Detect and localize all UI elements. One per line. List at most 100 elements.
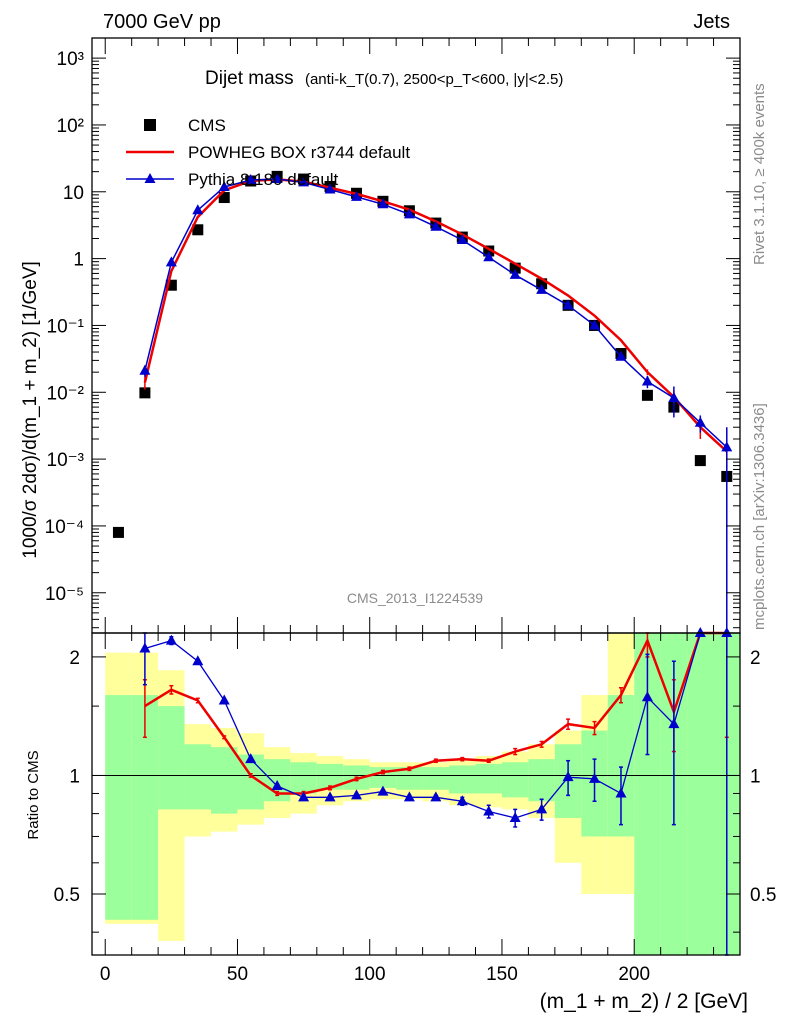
pythia-ratio-marker bbox=[430, 791, 442, 802]
pythia-ratio-marker bbox=[536, 803, 548, 814]
cms-data-point bbox=[694, 455, 706, 467]
ratio-band-inner bbox=[528, 759, 555, 802]
ratio-tick-label-right: 2 bbox=[750, 648, 761, 669]
pythia-ratio-marker bbox=[324, 791, 336, 802]
pythia-ratio-marker bbox=[615, 787, 627, 798]
title-main: Dijet mass bbox=[205, 68, 294, 89]
pythia-marker bbox=[694, 416, 706, 427]
y-axis-label: 1000/σ 2dσ)/d(m_1 + m_2) [1/GeV] bbox=[20, 261, 41, 559]
title-sub: (anti-k_T(0.7), 2500<p_T<600, |y|<2.5) bbox=[305, 71, 563, 88]
ratio-tick-label: 2 bbox=[69, 648, 80, 669]
pythia-ratio-marker bbox=[694, 627, 706, 637]
pythia-ratio-marker bbox=[139, 642, 151, 653]
ratio-band-inner bbox=[396, 767, 423, 790]
cms-data-point bbox=[536, 278, 548, 290]
pythia-marker bbox=[139, 364, 151, 375]
legend-label: Pythia 8.180 default bbox=[188, 170, 339, 189]
pythia-ratio-marker bbox=[721, 627, 733, 637]
pythia-marker bbox=[615, 350, 627, 361]
pythia-marker bbox=[509, 268, 521, 279]
x-tick-label: 100 bbox=[354, 964, 386, 985]
pythia-ratio-marker bbox=[271, 780, 283, 791]
y-tick-label: 1 bbox=[73, 250, 84, 271]
ratio-band-inner bbox=[687, 633, 714, 955]
pythia-marker bbox=[245, 174, 257, 185]
legend-cms-marker bbox=[144, 119, 156, 131]
analysis-watermark: CMS_2013_I1224539 bbox=[347, 590, 483, 606]
ratio-band-inner bbox=[290, 762, 317, 794]
pythia-ratio-marker bbox=[456, 795, 468, 806]
y-tick-label: 10⁻³ bbox=[47, 450, 85, 471]
pythia-marker bbox=[430, 220, 442, 231]
cms-data-point bbox=[509, 262, 521, 274]
pythia-marker bbox=[668, 392, 680, 403]
cms-data-point bbox=[165, 279, 177, 291]
x-tick-label: 50 bbox=[227, 964, 248, 985]
cms-data-point bbox=[483, 245, 495, 257]
ratio-tick-label-right: 0.5 bbox=[750, 885, 776, 906]
ratio-band-inner bbox=[422, 767, 450, 790]
pythia-marker bbox=[324, 183, 336, 194]
cms-data-point bbox=[641, 389, 653, 401]
cms-data-point bbox=[112, 526, 124, 538]
pythia-marker bbox=[641, 375, 653, 386]
pythia-marker bbox=[377, 198, 389, 209]
pythia-marker bbox=[218, 180, 230, 191]
y-tick-label: 10⁻² bbox=[47, 383, 85, 404]
pythia-ratio-marker bbox=[192, 655, 204, 666]
pythia-ratio-marker bbox=[483, 805, 495, 816]
ratio-plot-frame bbox=[91, 632, 741, 956]
y-tick-label: 10 bbox=[63, 183, 84, 204]
cms-data-point bbox=[192, 224, 204, 236]
pythia-marker bbox=[589, 319, 601, 330]
ratio-uncertainty-bands bbox=[105, 633, 740, 955]
pythia-marker bbox=[483, 251, 495, 262]
header-right: Jets bbox=[693, 11, 730, 33]
ratio-band-inner bbox=[449, 765, 476, 794]
pythia-ratio-marker bbox=[165, 634, 177, 645]
header-left: 7000 GeV pp bbox=[103, 11, 221, 33]
cms-data-point bbox=[218, 192, 230, 204]
chart-title: Dijet mass (anti-k_T(0.7), 2500<p_T<600,… bbox=[205, 68, 563, 89]
pythia-marker bbox=[562, 299, 574, 310]
y-tick-label: 10³ bbox=[57, 49, 84, 70]
pythia-ratio-marker bbox=[298, 791, 310, 802]
pythia-ratio-marker bbox=[509, 811, 521, 822]
pythia-marker bbox=[456, 233, 468, 244]
main-series bbox=[112, 170, 733, 654]
y-tick-label: 10⁻⁴ bbox=[45, 517, 84, 538]
pythia-ratio-marker bbox=[668, 718, 680, 729]
x-tick-label: 0 bbox=[100, 964, 111, 985]
cms-data-point bbox=[139, 387, 151, 399]
ratio-tick-label: 1 bbox=[69, 766, 80, 787]
pythia-ratio-marker bbox=[218, 694, 230, 705]
pythia-ratio-marker bbox=[589, 772, 601, 783]
ratio-band-inner bbox=[184, 744, 212, 810]
legend-pythia-marker bbox=[144, 173, 156, 183]
pythia-ratio-marker bbox=[377, 785, 389, 796]
source-label: mcplots.cern.ch [arXiv:1306.3436] bbox=[751, 403, 768, 630]
ratio-band-inner bbox=[475, 763, 502, 794]
x-axis-label: (m_1 + m_2) / 2 [GeV] bbox=[540, 990, 748, 1013]
pythia-marker bbox=[403, 208, 415, 219]
ratio-tick-label: 0.5 bbox=[54, 885, 80, 906]
pythia-marker bbox=[192, 204, 204, 215]
legend: CMS POWHEG BOX r3744 default Pythia 8.180 … bbox=[126, 116, 410, 189]
ratio-band-inner bbox=[211, 747, 238, 814]
legend-label: POWHEG BOX r3744 default bbox=[188, 143, 410, 162]
rivet-label: Rivet 3.1.10, ≥ 400k events bbox=[751, 83, 768, 265]
ratio-band-inner bbox=[501, 762, 529, 798]
pythia-ratio-marker bbox=[403, 791, 415, 802]
pythia-ratio-marker bbox=[641, 691, 653, 702]
pythia-marker bbox=[271, 173, 283, 184]
pythia-ratio-marker bbox=[245, 753, 257, 764]
y-tick-label: 10⁻¹ bbox=[47, 316, 85, 337]
ratio-band-inner bbox=[158, 706, 185, 810]
y-tick-label: 10² bbox=[57, 116, 84, 137]
ratio-y-axis-label: Ratio to CMS bbox=[25, 750, 42, 839]
pythia-marker bbox=[536, 283, 548, 294]
x-tick-label: 200 bbox=[618, 964, 650, 985]
powheg-line bbox=[143, 178, 728, 453]
